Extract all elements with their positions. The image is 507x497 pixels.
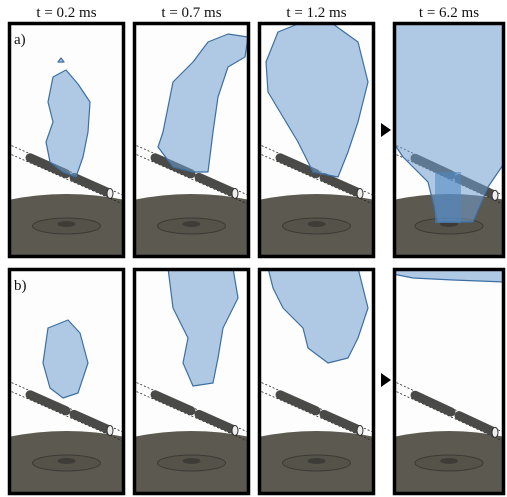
panel: [258, 22, 375, 258]
floor-hole: [308, 458, 326, 464]
floor-hole: [440, 458, 458, 464]
panel-content: [8, 22, 125, 258]
panel-content: [258, 22, 375, 258]
injector-tip: [107, 188, 113, 198]
column-header: t = 6.2 ms: [419, 5, 479, 21]
injector-tip: [357, 188, 363, 198]
figure: t = 0.2 ms t = 0.7 ms t = 1.2 ms t = 6.2 ms…: [0, 0, 507, 497]
row-label: b): [14, 278, 27, 294]
panel: [133, 268, 250, 495]
panel-content: [393, 268, 505, 495]
injector-tip: [232, 425, 238, 435]
panel: [393, 268, 505, 495]
panel-content: [393, 22, 505, 258]
floor-hole: [183, 221, 201, 227]
column-header: t = 1.2 ms: [286, 5, 346, 21]
column-header: t = 0.7 ms: [161, 5, 221, 21]
panel: [393, 22, 505, 258]
floor-hole: [58, 458, 76, 464]
sequence-arrow: [381, 123, 391, 137]
sequence-arrow: [381, 373, 391, 387]
injector-tip: [232, 188, 238, 198]
injector-tip: [107, 425, 113, 435]
column-header: t = 0.2 ms: [36, 5, 96, 21]
floor-hole: [58, 221, 76, 227]
panel: [258, 268, 375, 495]
injector-tip: [357, 425, 363, 435]
panel-content: [133, 22, 250, 258]
injector-tip: [492, 427, 498, 437]
panel: [133, 22, 250, 258]
floor-hole: [308, 221, 326, 227]
panel-content: [258, 268, 375, 495]
panel-content: [133, 268, 250, 495]
panel-content: [8, 268, 125, 495]
row-label: a): [14, 32, 26, 48]
spray-column: [435, 172, 461, 223]
floor-hole: [183, 458, 201, 464]
panel: a): [8, 22, 125, 258]
injector-tip: [492, 190, 498, 200]
panel: b): [8, 268, 125, 495]
